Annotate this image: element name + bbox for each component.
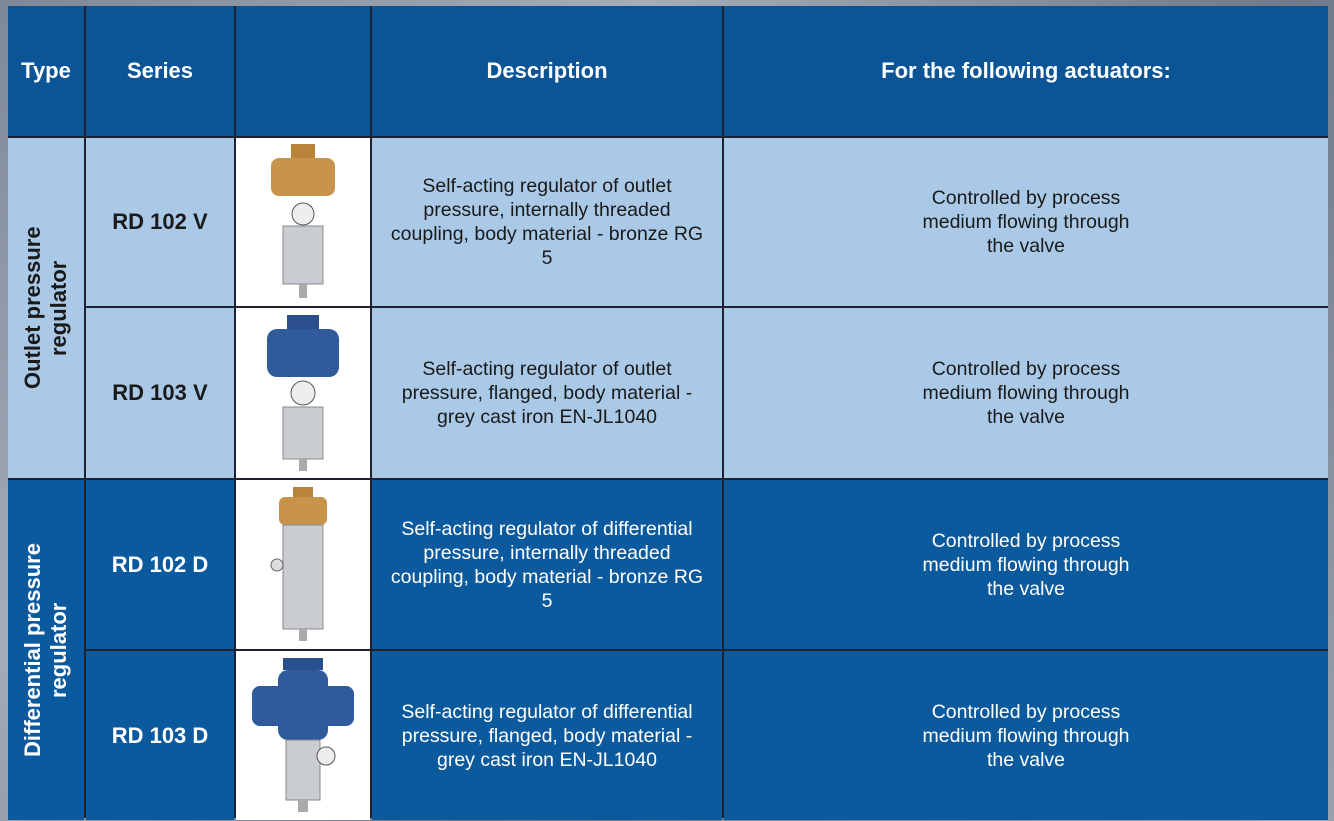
actuator: Controlled by process medium flowing thr… [724, 308, 1328, 478]
description: Self-acting regulator of outlet pressure… [372, 138, 722, 306]
product-table: Type Series Description For the followin… [8, 6, 1328, 820]
product-image [236, 308, 370, 478]
series-cell: RD 102 D [86, 480, 234, 649]
product-image [236, 138, 370, 306]
type-cell: Outlet pressure regulator [8, 138, 84, 478]
description: Self-acting regulator of outlet pressure… [372, 308, 722, 478]
valve-icon [271, 144, 335, 298]
actuator: Controlled by process medium flowing thr… [724, 651, 1328, 820]
header-cell: Description [372, 6, 722, 136]
actuator: Controlled by process medium flowing thr… [724, 138, 1328, 306]
product-image [236, 651, 370, 820]
type-cell: Differential pressure regulator [8, 480, 84, 820]
header-cell: Type [8, 6, 84, 136]
header-cell [236, 6, 370, 136]
header-cell: Series [86, 6, 234, 136]
type-label: Outlet pressure regulator [20, 226, 71, 390]
valve-icon [267, 315, 339, 471]
description: Self-acting regulator of differential pr… [372, 651, 722, 820]
header-cell: For the following actuators: [724, 6, 1328, 136]
valve-icon [270, 486, 327, 641]
description: Self-acting regulator of differential pr… [372, 480, 722, 649]
actuator: Controlled by process medium flowing thr… [724, 480, 1328, 649]
product-image [236, 480, 370, 649]
valve-icon [252, 657, 354, 812]
series-cell: RD 103 V [86, 308, 234, 478]
series-cell: RD 102 V [86, 138, 234, 306]
type-label: Differential pressure regulator [20, 543, 71, 757]
series-cell: RD 103 D [86, 651, 234, 820]
